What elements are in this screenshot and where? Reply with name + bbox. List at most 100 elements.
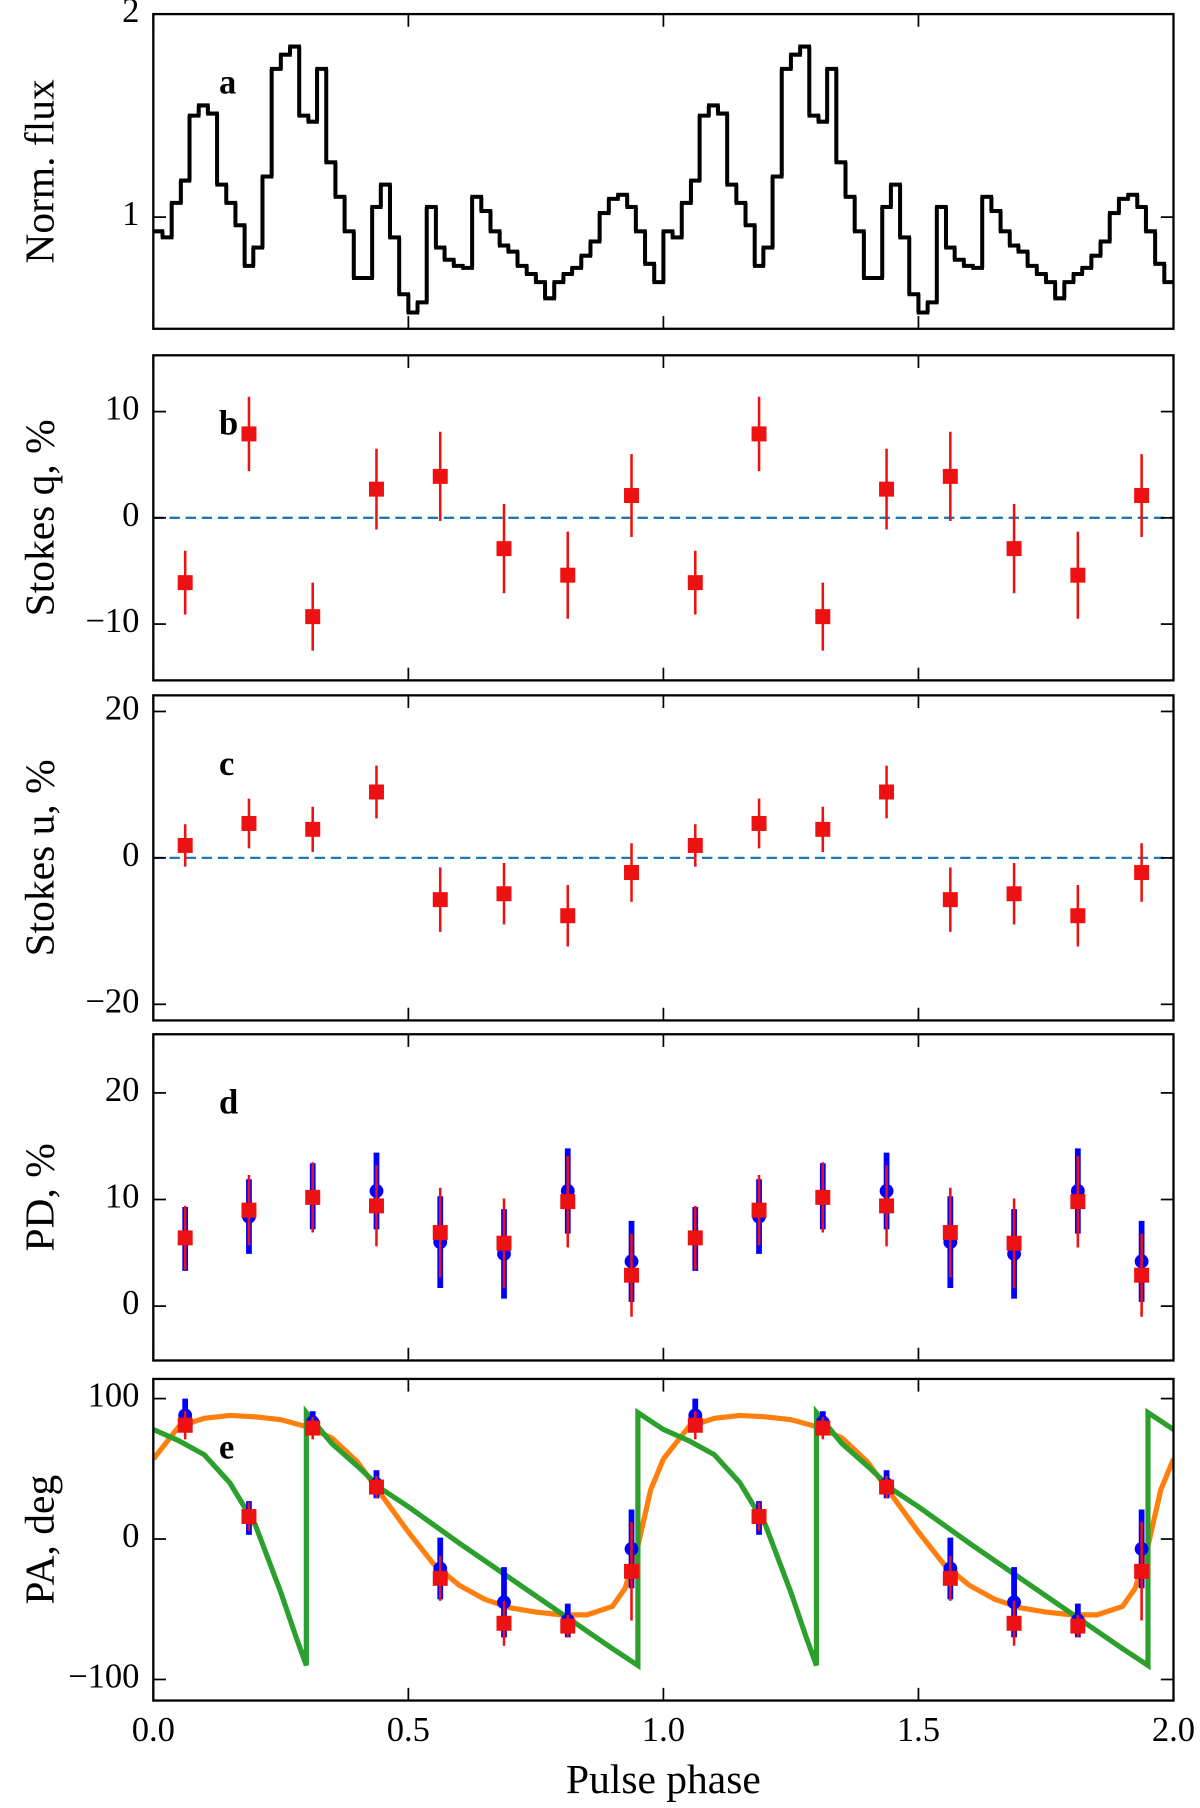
data-point	[1134, 865, 1150, 881]
data-point	[368, 1198, 384, 1214]
data-point	[815, 1420, 831, 1436]
data-point	[942, 892, 958, 908]
data-point	[687, 1230, 703, 1246]
data-point	[241, 426, 257, 442]
y-tick-label: −20	[85, 982, 139, 1020]
panel-label: d	[219, 1084, 238, 1122]
data-point	[1006, 1235, 1022, 1251]
data-point	[815, 821, 831, 837]
y-tick-label: 20	[105, 1071, 140, 1109]
data-point	[432, 892, 448, 908]
data-point	[560, 1194, 576, 1210]
x-tick-label: 0.5	[387, 1711, 430, 1749]
data-point	[432, 1225, 448, 1241]
data-point	[1134, 1267, 1150, 1283]
data-point	[815, 1189, 831, 1205]
data-point	[624, 865, 640, 881]
data-point	[1134, 1563, 1150, 1579]
panel-label: e	[219, 1428, 234, 1466]
data-point	[496, 886, 512, 902]
y-tick-label: −100	[68, 1657, 139, 1695]
panel-frame	[152, 1033, 1175, 1362]
data-point	[1006, 1615, 1022, 1631]
data-point	[624, 1267, 640, 1283]
x-axis-label: Pulse phase	[566, 1756, 761, 1802]
data-point	[751, 1202, 767, 1218]
data-point	[1070, 1194, 1086, 1210]
panel-frame	[152, 1377, 1175, 1702]
data-point	[241, 815, 257, 831]
data-point	[305, 609, 321, 625]
data-point	[1006, 886, 1022, 902]
y-tick-label: 0	[122, 496, 139, 534]
data-point	[1134, 488, 1150, 504]
data-point	[942, 1570, 958, 1586]
data-point	[241, 1509, 257, 1525]
data-point	[177, 837, 193, 853]
y-tick-label: 100	[88, 1377, 140, 1415]
y-tick-label: 10	[105, 1177, 140, 1215]
y-axis-label: Norm. flux	[16, 79, 62, 264]
data-point	[1070, 1618, 1086, 1634]
y-tick-label: 0	[122, 1284, 139, 1322]
data-point	[496, 541, 512, 557]
data-point	[305, 1420, 321, 1436]
data-point	[879, 1479, 895, 1495]
data-point	[879, 1198, 895, 1214]
data-point	[560, 908, 576, 924]
data-point	[1070, 567, 1086, 583]
panel-frame	[152, 12, 1175, 330]
y-axis-label: Stokes u, %	[16, 759, 62, 956]
data-point	[1006, 541, 1022, 557]
data-point	[687, 575, 703, 591]
data-point	[177, 1230, 193, 1246]
data-point	[432, 1570, 448, 1586]
data-point	[879, 481, 895, 497]
plot-area	[153, 396, 1174, 651]
panel-frame	[152, 694, 1175, 1022]
plot-area	[153, 44, 1174, 315]
plot-area	[153, 765, 1174, 947]
data-point	[624, 1563, 640, 1579]
data-point	[687, 837, 703, 853]
data-point	[432, 468, 448, 484]
data-point	[624, 488, 640, 504]
data-point	[751, 426, 767, 442]
y-axis-label: PD, %	[16, 1143, 62, 1251]
y-tick-label: −10	[85, 602, 139, 640]
data-point	[560, 1618, 576, 1634]
data-point	[687, 1417, 703, 1433]
y-axis-label: PA, deg	[16, 1475, 62, 1605]
data-point	[815, 609, 831, 625]
data-point	[1070, 908, 1086, 924]
y-tick-label: 0	[122, 1517, 139, 1555]
y-tick-label: 1	[122, 195, 139, 233]
y-tick-label: 2	[122, 0, 139, 30]
data-point	[496, 1235, 512, 1251]
model-curve	[153, 1405, 1174, 1671]
x-tick-label: 1.0	[642, 1711, 685, 1749]
data-point	[177, 1417, 193, 1433]
x-tick-label: 0.0	[132, 1711, 175, 1749]
data-point	[496, 1615, 512, 1631]
model-curve	[153, 1412, 1174, 1618]
x-tick-label: 2.0	[1152, 1711, 1195, 1749]
data-point	[879, 784, 895, 800]
data-point	[305, 1189, 321, 1205]
panel-label: b	[219, 405, 238, 443]
y-tick-label: 0	[122, 836, 139, 874]
y-tick-label: 20	[105, 689, 140, 727]
x-tick-label: 1.5	[897, 1711, 940, 1749]
y-axis-label: Stokes q, %	[16, 419, 62, 616]
data-point	[368, 481, 384, 497]
data-point	[241, 1202, 257, 1218]
data-point	[560, 567, 576, 583]
data-point	[942, 468, 958, 484]
plot-area	[177, 1148, 1150, 1317]
data-point	[942, 1225, 958, 1241]
data-point	[751, 1509, 767, 1525]
data-point	[751, 815, 767, 831]
y-tick-label: 10	[105, 390, 140, 428]
data-point	[177, 575, 193, 591]
